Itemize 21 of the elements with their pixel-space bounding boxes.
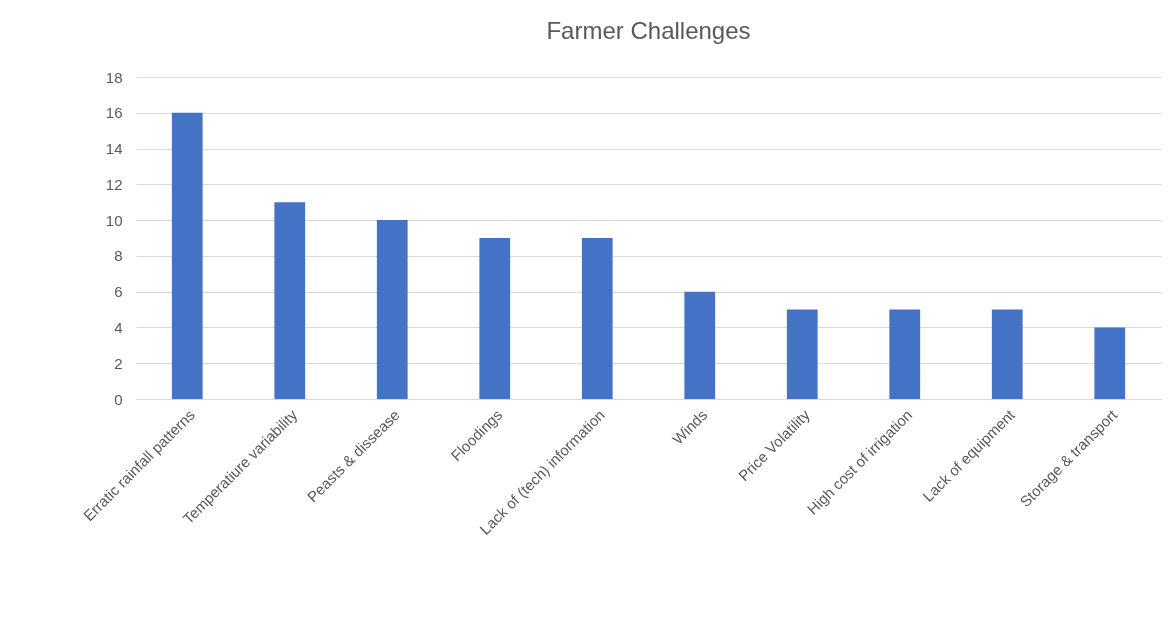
y-tick-label: 16 [105, 104, 123, 122]
bar [1094, 327, 1126, 399]
y-tick-label: 2 [114, 354, 123, 372]
y-tick-label: 4 [114, 318, 123, 336]
bar [274, 202, 306, 399]
bar [581, 238, 613, 399]
chart-title: Farmer Challenges [546, 17, 751, 44]
y-tick-label: 18 [105, 68, 123, 86]
bar [889, 309, 921, 399]
y-tick-label: 6 [114, 283, 123, 301]
bar [786, 309, 818, 399]
bar [479, 238, 511, 399]
bar [684, 291, 716, 399]
bar [171, 112, 203, 399]
y-tick-label: 8 [114, 247, 123, 265]
y-tick-label: 12 [105, 175, 123, 193]
y-tick-label: 0 [114, 390, 123, 408]
bar [991, 309, 1023, 399]
y-tick-label: 10 [105, 211, 123, 229]
bar [376, 220, 408, 399]
y-tick-label: 14 [105, 140, 123, 158]
